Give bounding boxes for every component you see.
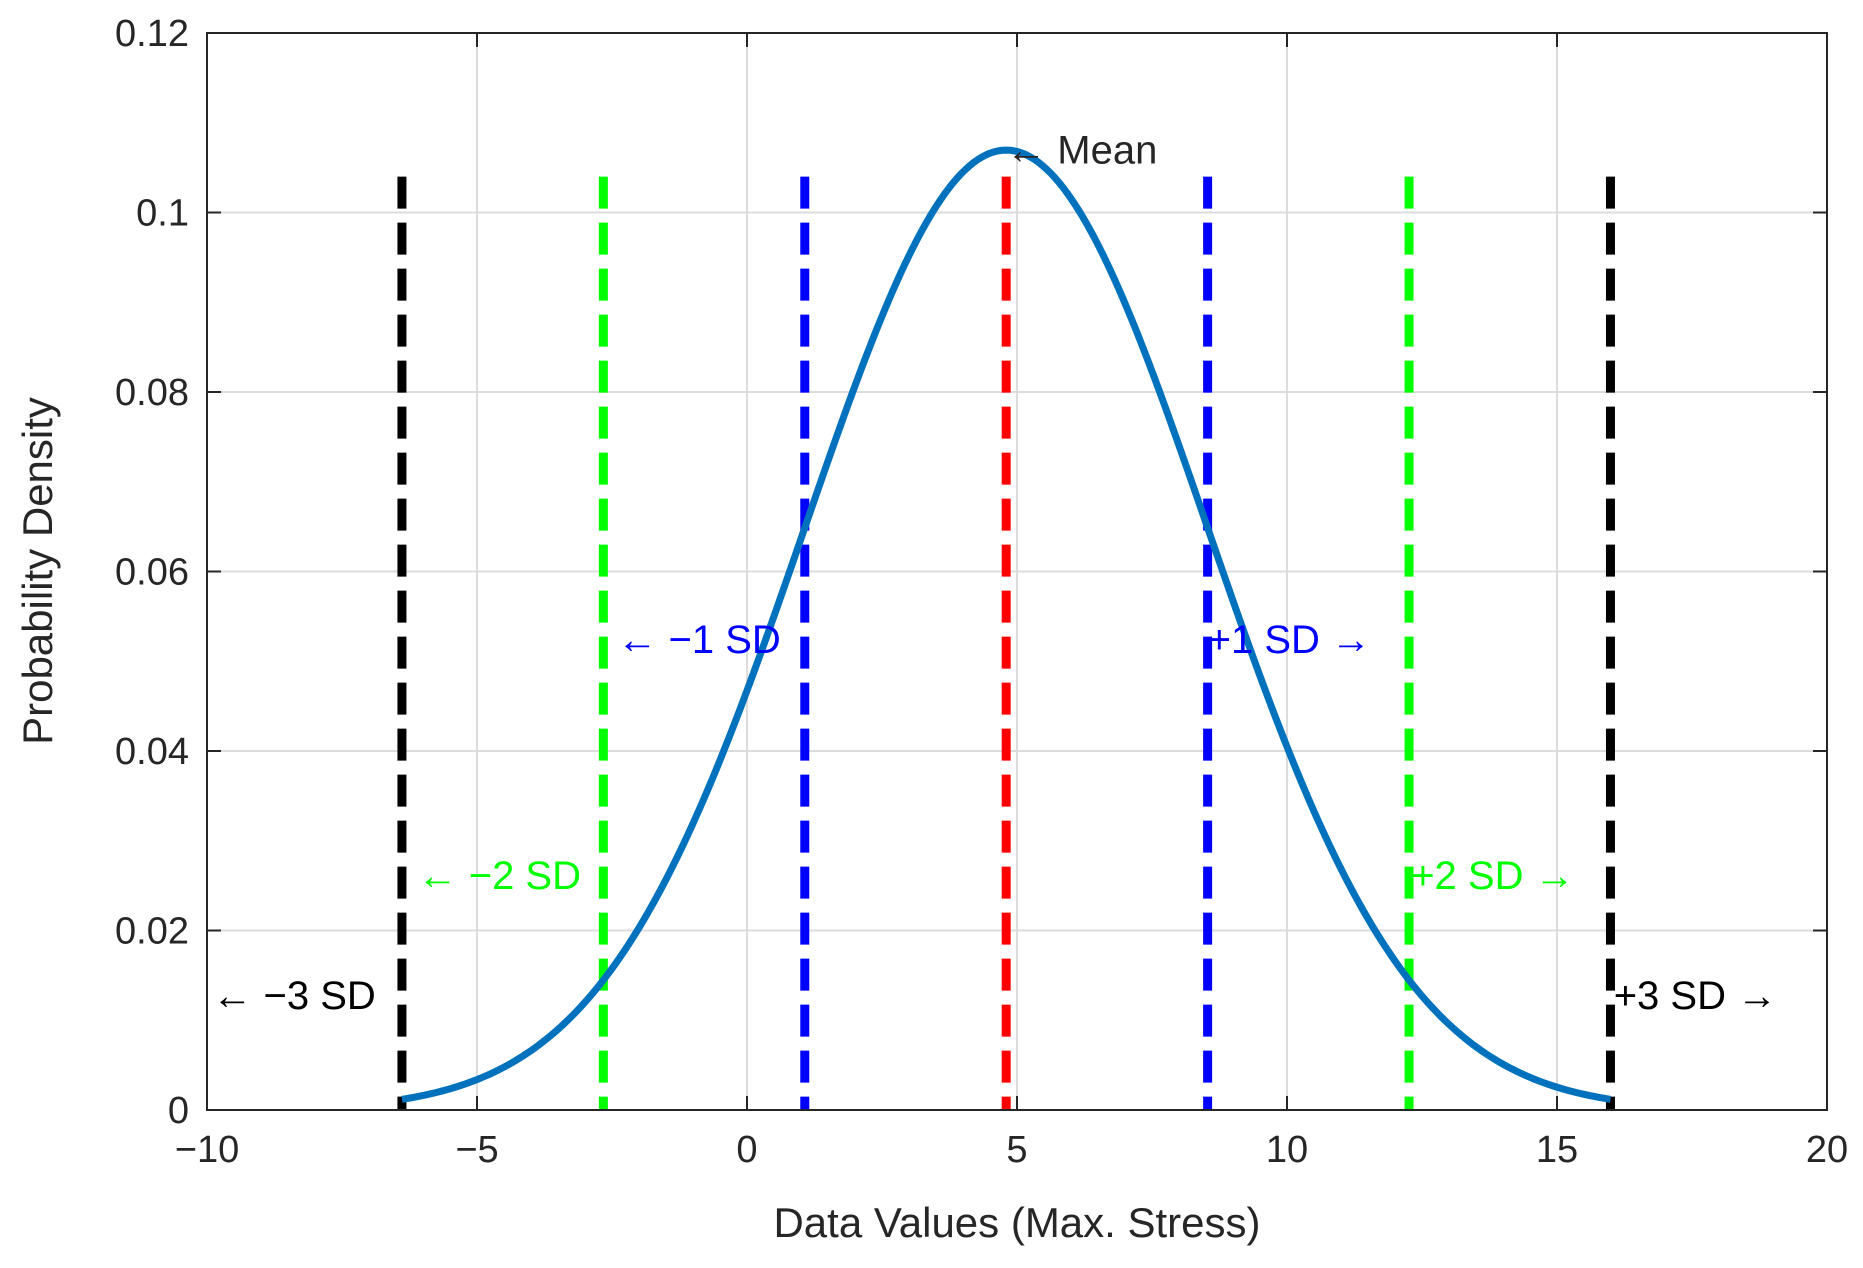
y-axis-label: Probability Density [14, 397, 61, 745]
annotations: ← Mean ← −1 SD +1 SD → ← −2 SD +2 SD → ← −3 S… [212, 129, 1777, 1018]
x-tick-label: 10 [1266, 1129, 1308, 1171]
annotation-label: ← Mean [1006, 129, 1157, 173]
x-axis-label: Data Values (Max. Stress) [773, 1199, 1260, 1246]
x-tick-label: 20 [1806, 1129, 1848, 1171]
axes: −10 −5 0 5 10 15 20 0 0.02 0.04 0.06 0.08 0.1 0.12 [115, 13, 1848, 1171]
y-tick-label: 0.1 [136, 193, 189, 235]
annotation-label: ← −2 SD [418, 854, 581, 898]
y-tick-label: 0.04 [115, 731, 189, 773]
y-tick-label: 0.12 [115, 13, 189, 55]
annotation-label: ← −1 SD [617, 618, 780, 662]
y-tick-label: 0 [168, 1090, 189, 1132]
x-tick-label: 5 [1006, 1129, 1027, 1171]
y-tick-label: 0.02 [115, 911, 189, 953]
annotation-label: ← −3 SD [212, 974, 375, 1018]
y-tick-label: 0.06 [115, 552, 189, 594]
grid [207, 33, 1827, 1110]
x-tick-label: −5 [455, 1129, 498, 1171]
pdf-curve [401, 146, 1612, 1103]
annotation-label: +3 SD → [1614, 974, 1777, 1018]
x-tick-label: 0 [736, 1129, 757, 1171]
sd-lines [397, 176, 1615, 1110]
x-tick-label: 15 [1536, 1129, 1578, 1171]
annotation-label: +2 SD → [1411, 854, 1574, 898]
annotation-label: +1 SD → [1208, 618, 1371, 662]
x-tick-label: −10 [175, 1129, 239, 1171]
y-tick-label: 0.08 [115, 372, 189, 414]
curve-layer [401, 146, 1612, 1103]
